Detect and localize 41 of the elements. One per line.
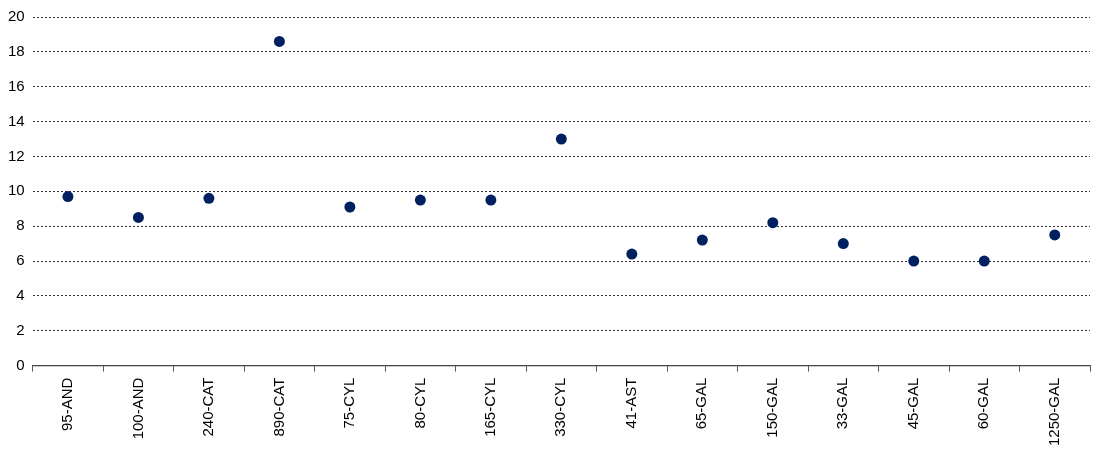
point [414, 194, 426, 206]
x-tick-label: 100-AND [128, 377, 146, 440]
y-tick-label: 12 [8, 146, 25, 164]
x-tick-label: 41-AST [621, 377, 639, 429]
point [908, 255, 920, 267]
point [1049, 229, 1061, 241]
point [978, 255, 990, 267]
point [555, 133, 567, 145]
y-tick-label: 14 [8, 111, 25, 129]
point [344, 201, 356, 213]
x-tick-label: 33-GAL [833, 377, 851, 430]
x-tick-label: 65-GAL [692, 377, 710, 430]
y-tick-label: 8 [16, 216, 25, 234]
y-tick-label: 6 [16, 251, 25, 269]
point [132, 211, 144, 223]
y-tick-label: 20 [8, 7, 25, 25]
point [203, 192, 215, 204]
x-tick-label: 890-CAT [269, 377, 287, 437]
x-tick-label: 75-CYL [340, 377, 358, 429]
y-tick-label: 2 [16, 320, 25, 338]
point [273, 35, 285, 47]
y-tick-label: 16 [8, 76, 25, 94]
y-tick-label: 0 [16, 355, 25, 373]
x-tick-label: 330-CYL [551, 377, 569, 437]
point [837, 238, 849, 250]
x-tick-label: 150-GAL [762, 377, 780, 438]
x-tick-label: 1250-GAL [1044, 377, 1062, 447]
point [485, 194, 497, 206]
point [626, 248, 638, 260]
y-tick-label: 4 [16, 286, 25, 304]
y-tick-label: 18 [8, 42, 25, 59]
point [696, 234, 708, 246]
x-tick-label: 60-GAL [974, 377, 992, 430]
x-tick-label: 45-GAL [903, 377, 921, 430]
point [62, 191, 74, 203]
x-tick-label: 240-CAT [199, 377, 217, 437]
y-tick-label: 10 [8, 181, 25, 199]
x-tick-label: 165-CYL [481, 377, 498, 437]
point [767, 217, 779, 229]
x-tick-label: 80-CYL [410, 377, 428, 429]
x-tick-label: 95-AND [58, 377, 76, 431]
